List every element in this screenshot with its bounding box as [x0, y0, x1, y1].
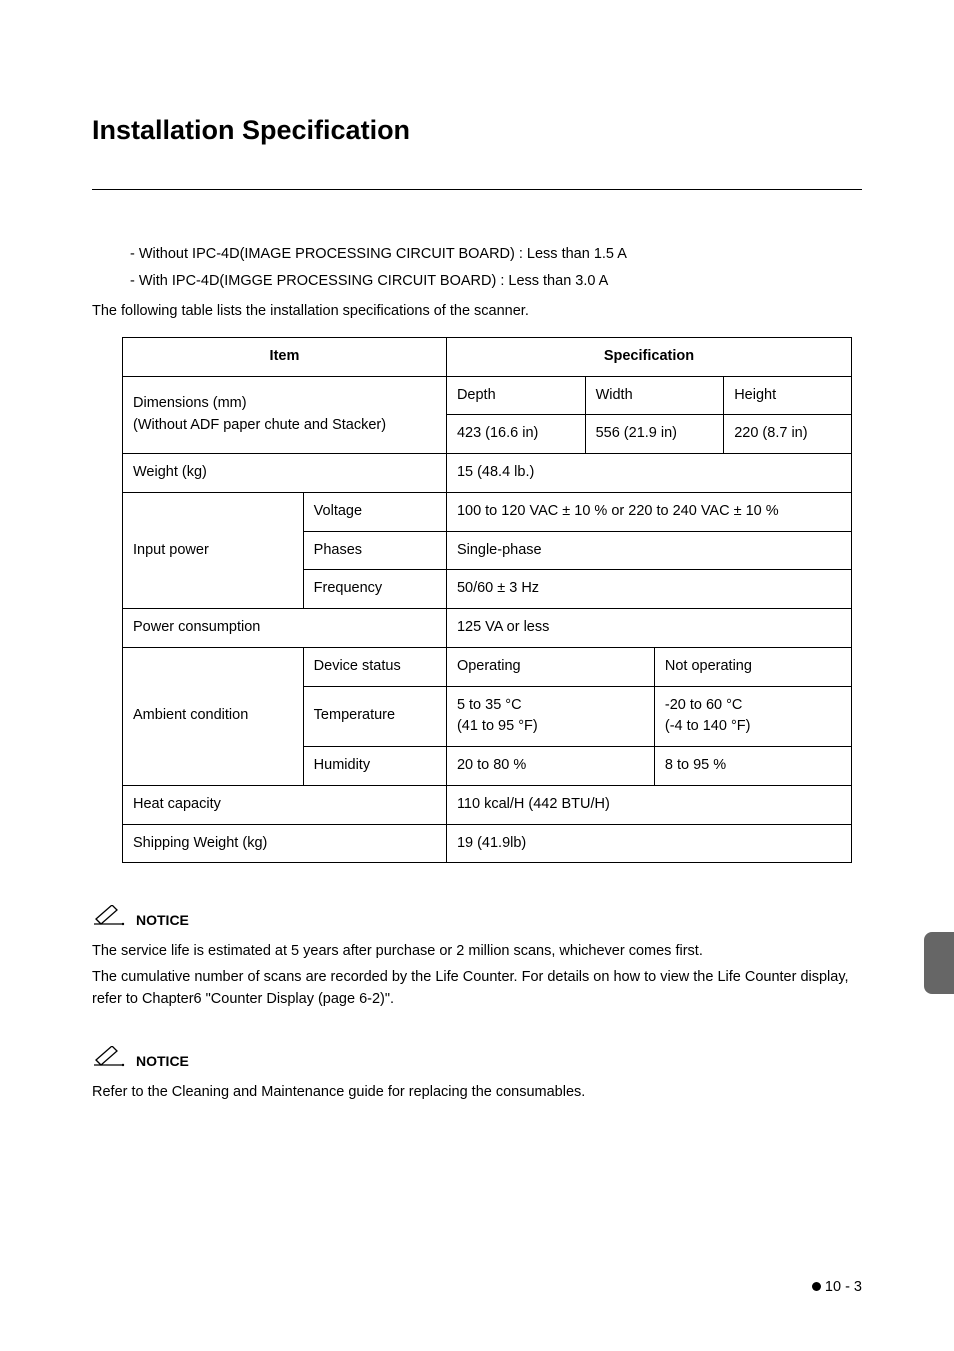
phases-value: Single-phase [446, 531, 851, 570]
title-rule [92, 189, 862, 190]
temp-nop-line1: -20 to 60 °C [665, 697, 743, 713]
temp-op-line1: 5 to 35 °C [457, 697, 522, 713]
notice-text: The cumulative number of scans are recor… [92, 967, 862, 1011]
weight-label: Weight (kg) [123, 454, 447, 493]
page-dot-icon [812, 1282, 821, 1291]
page-number-text: 10 - 3 [825, 1279, 862, 1295]
frequency-label: Frequency [303, 570, 446, 609]
shipping-weight-label: Shipping Weight (kg) [123, 824, 447, 863]
depth-value: 423 (16.6 in) [446, 415, 585, 454]
operating-header: Operating [446, 647, 654, 686]
table-row: Dimensions (mm) (Without ADF paper chute… [123, 376, 852, 415]
shipping-weight-value: 19 (41.9lb) [446, 824, 851, 863]
temperature-operating: 5 to 35 °C (41 to 95 °F) [446, 686, 654, 747]
frequency-value: 50/60 ± 3 Hz [446, 570, 851, 609]
notice-label: NOTICE [136, 910, 189, 931]
ambient-label: Ambient condition [123, 647, 304, 785]
table-row: Item Specification [123, 337, 852, 376]
page-title: Installation Specification [92, 110, 862, 151]
height-header: Height [724, 376, 852, 415]
voltage-value: 100 to 120 VAC ± 10 % or 220 to 240 VAC … [446, 492, 851, 531]
specification-table: Item Specification Dimensions (mm) (With… [122, 337, 852, 864]
bullet-list: - Without IPC-4D(IMAGE PROCESSING CIRCUI… [130, 244, 862, 294]
power-consumption-label: Power consumption [123, 609, 447, 648]
dimensions-label: Dimensions (mm) (Without ADF paper chute… [123, 376, 447, 454]
side-tab [924, 932, 954, 994]
pencil-icon [92, 1046, 126, 1076]
notice-text: Refer to the Cleaning and Maintenance gu… [92, 1082, 862, 1104]
bullet-item: - With IPC-4D(IMGGE PROCESSING CIRCUIT B… [130, 271, 862, 293]
header-spec: Specification [446, 337, 851, 376]
input-power-label: Input power [123, 492, 304, 608]
device-status-label: Device status [303, 647, 446, 686]
notice-text: The service life is estimated at 5 years… [92, 941, 862, 963]
notice-body: The service life is estimated at 5 years… [92, 941, 862, 1010]
table-row: Power consumption 125 VA or less [123, 609, 852, 648]
depth-header: Depth [446, 376, 585, 415]
power-consumption-value: 125 VA or less [446, 609, 851, 648]
not-operating-header: Not operating [654, 647, 851, 686]
table-row: Input power Voltage 100 to 120 VAC ± 10 … [123, 492, 852, 531]
pencil-icon [92, 905, 126, 935]
width-value: 556 (21.9 in) [585, 415, 724, 454]
phases-label: Phases [303, 531, 446, 570]
humidity-operating: 20 to 80 % [446, 747, 654, 786]
page-number: 10 - 3 [812, 1277, 862, 1299]
humidity-label: Humidity [303, 747, 446, 786]
temperature-label: Temperature [303, 686, 446, 747]
table-row: Shipping Weight (kg) 19 (41.9lb) [123, 824, 852, 863]
table-row: Ambient condition Device status Operatin… [123, 647, 852, 686]
heat-capacity-value: 110 kcal/H (442 BTU/H) [446, 785, 851, 824]
dim-label-line2: (Without ADF paper chute and Stacker) [133, 417, 386, 433]
preamble-text: The following table lists the installati… [92, 301, 862, 323]
width-header: Width [585, 376, 724, 415]
notice-heading: NOTICE [92, 905, 862, 935]
notice-heading: NOTICE [92, 1046, 862, 1076]
humidity-not-operating: 8 to 95 % [654, 747, 851, 786]
notice-body: Refer to the Cleaning and Maintenance gu… [92, 1082, 862, 1104]
heat-capacity-label: Heat capacity [123, 785, 447, 824]
bullet-item: - Without IPC-4D(IMAGE PROCESSING CIRCUI… [130, 244, 862, 266]
voltage-label: Voltage [303, 492, 446, 531]
table-row: Weight (kg) 15 (48.4 lb.) [123, 454, 852, 493]
notice-label: NOTICE [136, 1051, 189, 1072]
temp-nop-line2: (-4 to 140 °F) [665, 718, 751, 734]
weight-value: 15 (48.4 lb.) [446, 454, 851, 493]
temp-op-line2: (41 to 95 °F) [457, 718, 538, 734]
table-row: Heat capacity 110 kcal/H (442 BTU/H) [123, 785, 852, 824]
temperature-not-operating: -20 to 60 °C (-4 to 140 °F) [654, 686, 851, 747]
height-value: 220 (8.7 in) [724, 415, 852, 454]
dim-label-line1: Dimensions (mm) [133, 395, 247, 411]
header-item: Item [123, 337, 447, 376]
